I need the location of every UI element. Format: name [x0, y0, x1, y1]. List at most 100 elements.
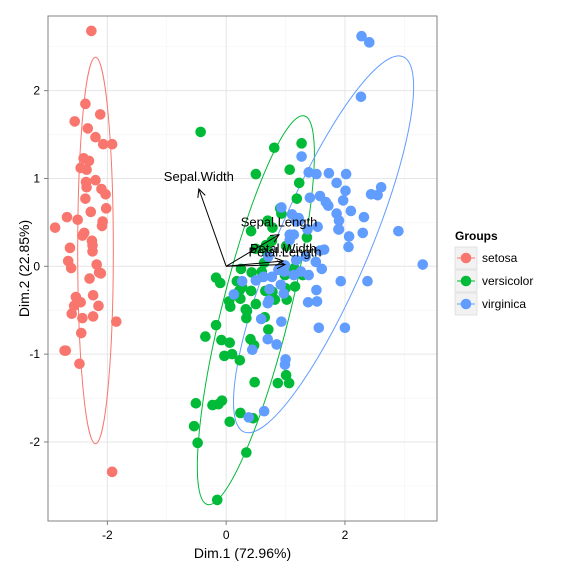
point-virginica — [290, 254, 302, 266]
point-versicolor — [289, 281, 301, 292]
point-versicolor — [219, 350, 230, 362]
point-virginica — [339, 322, 351, 334]
point-setosa — [106, 466, 118, 478]
point-setosa — [68, 300, 80, 312]
point-virginica — [263, 251, 274, 262]
point-setosa — [97, 216, 108, 227]
point-setosa — [72, 214, 83, 226]
legend-key-point — [460, 252, 472, 264]
point-versicolor — [213, 398, 224, 410]
point-virginica — [357, 227, 369, 239]
point-setosa — [90, 131, 101, 143]
point-versicolor — [210, 319, 222, 331]
point-setosa — [75, 162, 86, 174]
legend-title: Groups — [455, 229, 498, 243]
point-versicolor — [263, 324, 274, 335]
point-setosa — [61, 211, 73, 223]
point-versicolor — [249, 376, 260, 388]
point-virginica — [300, 251, 312, 262]
point-setosa — [80, 98, 91, 110]
point-setosa — [85, 206, 97, 218]
point-virginica — [304, 192, 316, 204]
point-versicolor — [268, 142, 280, 154]
point-setosa — [74, 358, 85, 370]
point-virginica — [333, 215, 345, 226]
legend: Groups setosa versicolor virginica — [454, 229, 533, 316]
point-virginica — [318, 244, 330, 255]
point-virginica — [375, 181, 387, 193]
point-setosa — [100, 203, 112, 214]
label-sepal-width: Sepal.Width — [164, 169, 234, 184]
point-versicolor — [250, 168, 262, 180]
point-virginica — [345, 205, 357, 217]
point-virginica — [296, 151, 307, 162]
point-setosa — [94, 109, 106, 120]
point-virginica — [264, 283, 275, 295]
point-setosa — [90, 174, 101, 186]
point-virginica — [284, 229, 296, 240]
legend-key-point — [460, 275, 472, 287]
point-versicolor — [266, 235, 278, 247]
point-setosa — [86, 25, 97, 37]
point-versicolor — [216, 334, 227, 346]
point-virginica — [320, 196, 332, 208]
point-setosa — [80, 193, 91, 204]
point-setosa — [77, 312, 88, 324]
point-virginica — [340, 168, 352, 180]
arrowhead-sepal-width — [197, 187, 206, 199]
x-tick-label: 0 — [223, 528, 230, 542]
ellipse-setosa — [77, 56, 114, 445]
y-tick-label: -2 — [29, 435, 40, 449]
y-tick-label: 0 — [33, 259, 40, 273]
point-setosa — [78, 152, 89, 164]
point-virginica — [280, 354, 291, 365]
point-setosa — [70, 291, 82, 303]
point-virginica — [266, 271, 278, 283]
point-versicolor — [284, 164, 296, 175]
point-setosa — [59, 345, 70, 356]
point-versicolor — [224, 416, 236, 428]
arrow-sepal-length — [225, 234, 280, 267]
point-versicolor — [241, 447, 252, 458]
point-virginica — [356, 30, 367, 42]
point-virginica — [340, 185, 351, 197]
point-virginica — [236, 275, 248, 287]
ellipse-versicolor — [196, 115, 315, 506]
x-tick-label: -2 — [102, 528, 113, 542]
point-virginica — [271, 339, 282, 350]
point-versicolor — [246, 267, 258, 278]
point-setosa — [62, 255, 74, 267]
arrow-petal-length — [226, 264, 285, 267]
arrowhead-petal-length — [276, 260, 287, 270]
point-virginica — [276, 316, 287, 327]
label-sepal-length: Sepal.Length — [241, 215, 318, 230]
point-versicolor — [214, 277, 226, 289]
point-virginica — [303, 167, 315, 178]
point-virginica — [255, 313, 267, 325]
point-virginica — [311, 296, 323, 307]
point-setosa — [91, 259, 102, 270]
arrowhead-sepal-length — [270, 234, 281, 243]
point-setosa — [97, 138, 109, 150]
y-axis-title: Dim.2 (22.85%) — [16, 220, 32, 317]
legend-item-virginica: virginica — [454, 292, 526, 316]
point-versicolor — [267, 222, 278, 233]
point-versicolor — [272, 377, 284, 389]
point-virginica — [343, 231, 355, 242]
y-tick-label: 1 — [33, 171, 40, 185]
point-versicolor — [192, 437, 203, 449]
point-virginica — [333, 224, 345, 235]
point-versicolor — [245, 333, 256, 345]
legend-item-versicolor: versicolor — [454, 269, 533, 293]
legend-label: virginica — [482, 297, 526, 311]
point-virginica — [311, 284, 322, 296]
point-versicolor — [190, 398, 202, 409]
label-petal-length: Petal.Length — [248, 245, 321, 260]
point-setosa — [64, 242, 76, 254]
point-setosa — [87, 289, 99, 301]
point-virginica — [310, 256, 322, 268]
plot-panel-border — [47, 15, 438, 522]
point-virginica — [279, 260, 291, 271]
point-setosa — [75, 327, 87, 339]
x-axis-title: Dim.1 (72.96%) — [194, 545, 291, 561]
